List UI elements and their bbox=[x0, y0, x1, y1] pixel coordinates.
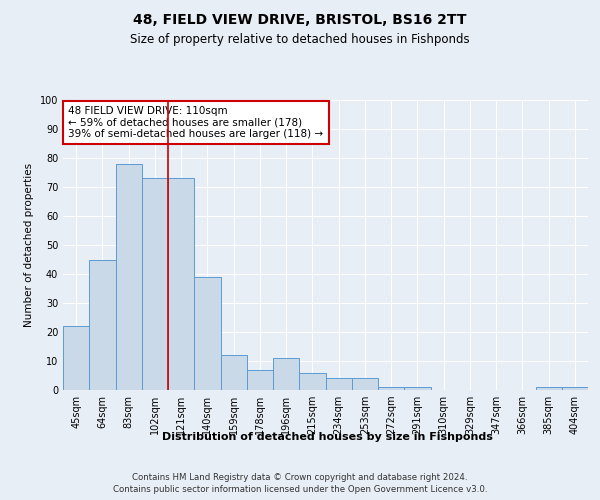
Text: Contains public sector information licensed under the Open Government Licence v3: Contains public sector information licen… bbox=[113, 485, 487, 494]
Text: Size of property relative to detached houses in Fishponds: Size of property relative to detached ho… bbox=[130, 32, 470, 46]
Bar bbox=[194, 277, 221, 390]
Bar bbox=[352, 378, 378, 390]
Bar bbox=[404, 387, 431, 390]
Bar bbox=[247, 370, 273, 390]
Bar bbox=[378, 387, 404, 390]
Text: 48 FIELD VIEW DRIVE: 110sqm
← 59% of detached houses are smaller (178)
39% of se: 48 FIELD VIEW DRIVE: 110sqm ← 59% of det… bbox=[68, 106, 323, 139]
Bar bbox=[562, 387, 588, 390]
Bar bbox=[536, 387, 562, 390]
Text: Contains HM Land Registry data © Crown copyright and database right 2024.: Contains HM Land Registry data © Crown c… bbox=[132, 472, 468, 482]
Bar bbox=[63, 326, 89, 390]
Bar bbox=[142, 178, 168, 390]
Bar bbox=[299, 372, 325, 390]
Bar bbox=[89, 260, 115, 390]
Bar bbox=[221, 355, 247, 390]
Bar bbox=[168, 178, 194, 390]
Bar bbox=[325, 378, 352, 390]
Y-axis label: Number of detached properties: Number of detached properties bbox=[24, 163, 34, 327]
Text: Distribution of detached houses by size in Fishponds: Distribution of detached houses by size … bbox=[161, 432, 493, 442]
Bar bbox=[273, 358, 299, 390]
Text: 48, FIELD VIEW DRIVE, BRISTOL, BS16 2TT: 48, FIELD VIEW DRIVE, BRISTOL, BS16 2TT bbox=[133, 12, 467, 26]
Bar bbox=[115, 164, 142, 390]
